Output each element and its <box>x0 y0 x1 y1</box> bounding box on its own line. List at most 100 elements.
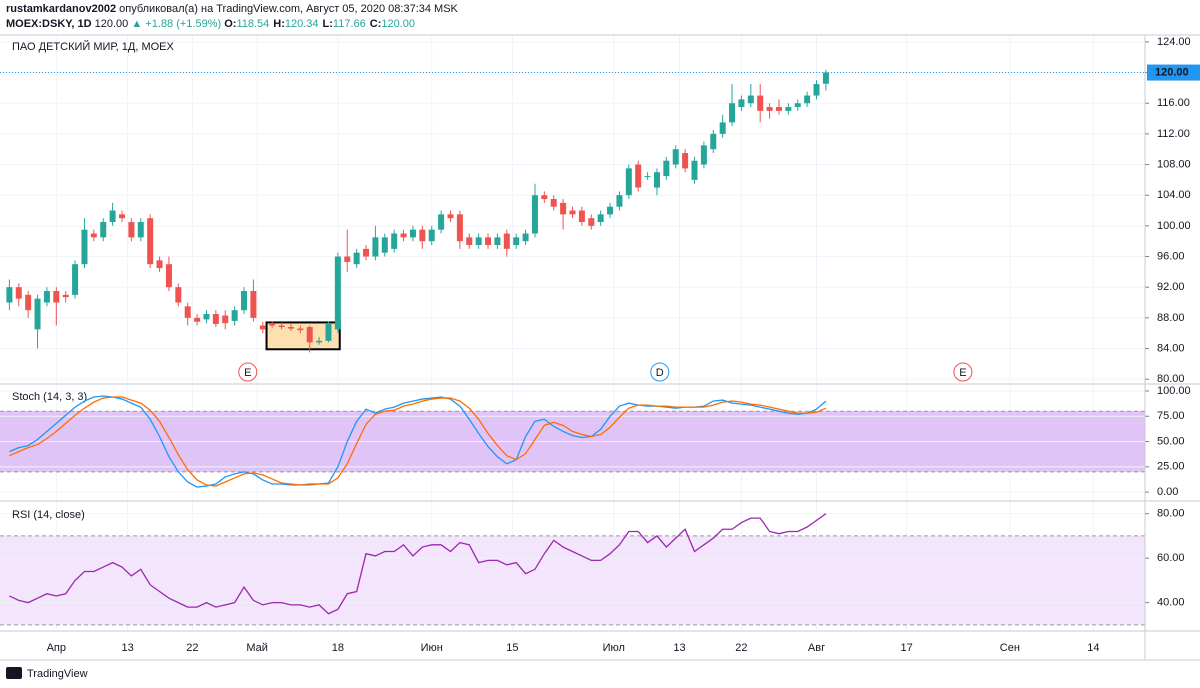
candle-body <box>456 214 463 242</box>
candle-body <box>269 323 276 326</box>
header: rustamkardanov2002 опубликовал(а) на Tra… <box>6 2 458 32</box>
y-tick-label: 92.00 <box>1157 281 1185 293</box>
candle-body <box>541 195 548 200</box>
y-tick-label: 96.00 <box>1157 250 1185 262</box>
candle-body <box>81 229 88 265</box>
candle-body <box>503 233 510 249</box>
x-tick-label: 17 <box>900 642 912 654</box>
candle-body <box>691 160 698 180</box>
candle-body <box>607 206 614 215</box>
quote-value: 120.34 <box>284 18 319 30</box>
candle-body <box>775 107 782 111</box>
candle-body <box>428 229 435 242</box>
y-tick-label: 0.00 <box>1157 486 1178 498</box>
x-tick-label: 22 <box>735 642 747 654</box>
y-tick-label: 25.00 <box>1157 461 1185 473</box>
y-tick-label: 116.00 <box>1157 97 1190 109</box>
y-tick-label: 84.00 <box>1157 342 1185 354</box>
candle-body <box>194 317 201 322</box>
x-tick-label: Апр <box>47 642 66 654</box>
candle-body <box>531 195 538 234</box>
y-tick-label: 108.00 <box>1157 158 1191 170</box>
series-line <box>9 513 827 615</box>
y-tick-label: 60.00 <box>1157 552 1185 564</box>
candle-body <box>25 294 32 311</box>
quote-label: H: <box>273 18 285 30</box>
candle-body <box>447 214 454 219</box>
candle-body <box>813 84 820 96</box>
candle-body <box>203 314 210 320</box>
x-tick-label: 13 <box>122 642 134 654</box>
event-marker <box>650 362 670 382</box>
candle-body <box>316 340 323 343</box>
y-tick-label: 100.00 <box>1157 220 1191 232</box>
candle-body <box>344 256 351 262</box>
quote-label: L: <box>322 18 333 30</box>
candle-body <box>278 325 285 328</box>
candle-body <box>381 237 388 253</box>
candle-body <box>6 287 13 303</box>
x-tick-label: 15 <box>506 642 518 654</box>
panel-title: Stoch (14, 3, 3) <box>12 391 87 403</box>
candle-body <box>175 287 182 303</box>
candle-body <box>419 229 426 242</box>
candle-body <box>804 95 811 104</box>
candle-body <box>259 325 266 330</box>
event-label: E <box>244 367 251 379</box>
candle-body <box>400 233 407 238</box>
quote-label: O: <box>224 18 237 30</box>
y-tick-label: 50.00 <box>1157 435 1185 447</box>
quote-line: MOEX:DSKY, 1D 120.00 ▲ +1.88 (+1.59%) O:… <box>6 17 458 32</box>
x-tick-label: 14 <box>1087 642 1099 654</box>
published: опубликовал(а) на TradingView.com, Авгус… <box>119 3 458 15</box>
candle-body <box>747 95 754 104</box>
logo <box>6 667 22 679</box>
y-tick-label: 88.00 <box>1157 312 1185 324</box>
candle-body <box>222 315 229 324</box>
event-marker <box>238 362 258 382</box>
candle-body <box>156 260 163 269</box>
x-tick-label: Май <box>246 642 268 654</box>
candle-body <box>119 214 126 219</box>
candle-body <box>578 210 585 223</box>
candle-body <box>560 202 567 215</box>
event-label: E <box>959 367 966 379</box>
candle-body <box>822 72 829 84</box>
footer: TradingView <box>27 668 88 680</box>
candle-body <box>466 237 473 246</box>
panel-title: RSI (14, close) <box>12 509 85 521</box>
candle-body <box>663 160 670 177</box>
candle-body <box>287 327 294 329</box>
candle-body <box>569 210 576 215</box>
candle-body <box>100 222 107 238</box>
candle-body <box>137 222 144 238</box>
candle-body <box>372 237 379 257</box>
band <box>0 535 1145 625</box>
candle-body <box>334 256 341 330</box>
candle-body <box>409 229 416 238</box>
candle-body <box>513 237 520 246</box>
series-line <box>9 396 827 487</box>
candle-body <box>128 222 135 238</box>
candle-body <box>672 149 679 165</box>
candle-body <box>165 264 172 288</box>
candle-body <box>588 218 595 226</box>
y-tick-label: 104.00 <box>1157 189 1191 201</box>
candle-body <box>794 103 801 108</box>
x-tick-label: 13 <box>673 642 685 654</box>
candle-body <box>363 248 370 257</box>
x-tick-label: Авг <box>808 642 825 654</box>
symbol: MOEX:DSKY, 1D <box>6 18 92 30</box>
quote-label: C: <box>369 18 382 30</box>
candle-body <box>719 122 726 134</box>
y-tick-label: 40.00 <box>1157 597 1185 609</box>
candle-body <box>147 218 154 265</box>
candle-body <box>325 323 332 341</box>
candle-body <box>34 298 41 330</box>
event-label: D <box>656 367 664 379</box>
candle-body <box>757 95 764 111</box>
candle-body <box>766 107 773 111</box>
user: rustamkardanov2002 <box>6 3 117 15</box>
candle-body <box>682 153 689 169</box>
